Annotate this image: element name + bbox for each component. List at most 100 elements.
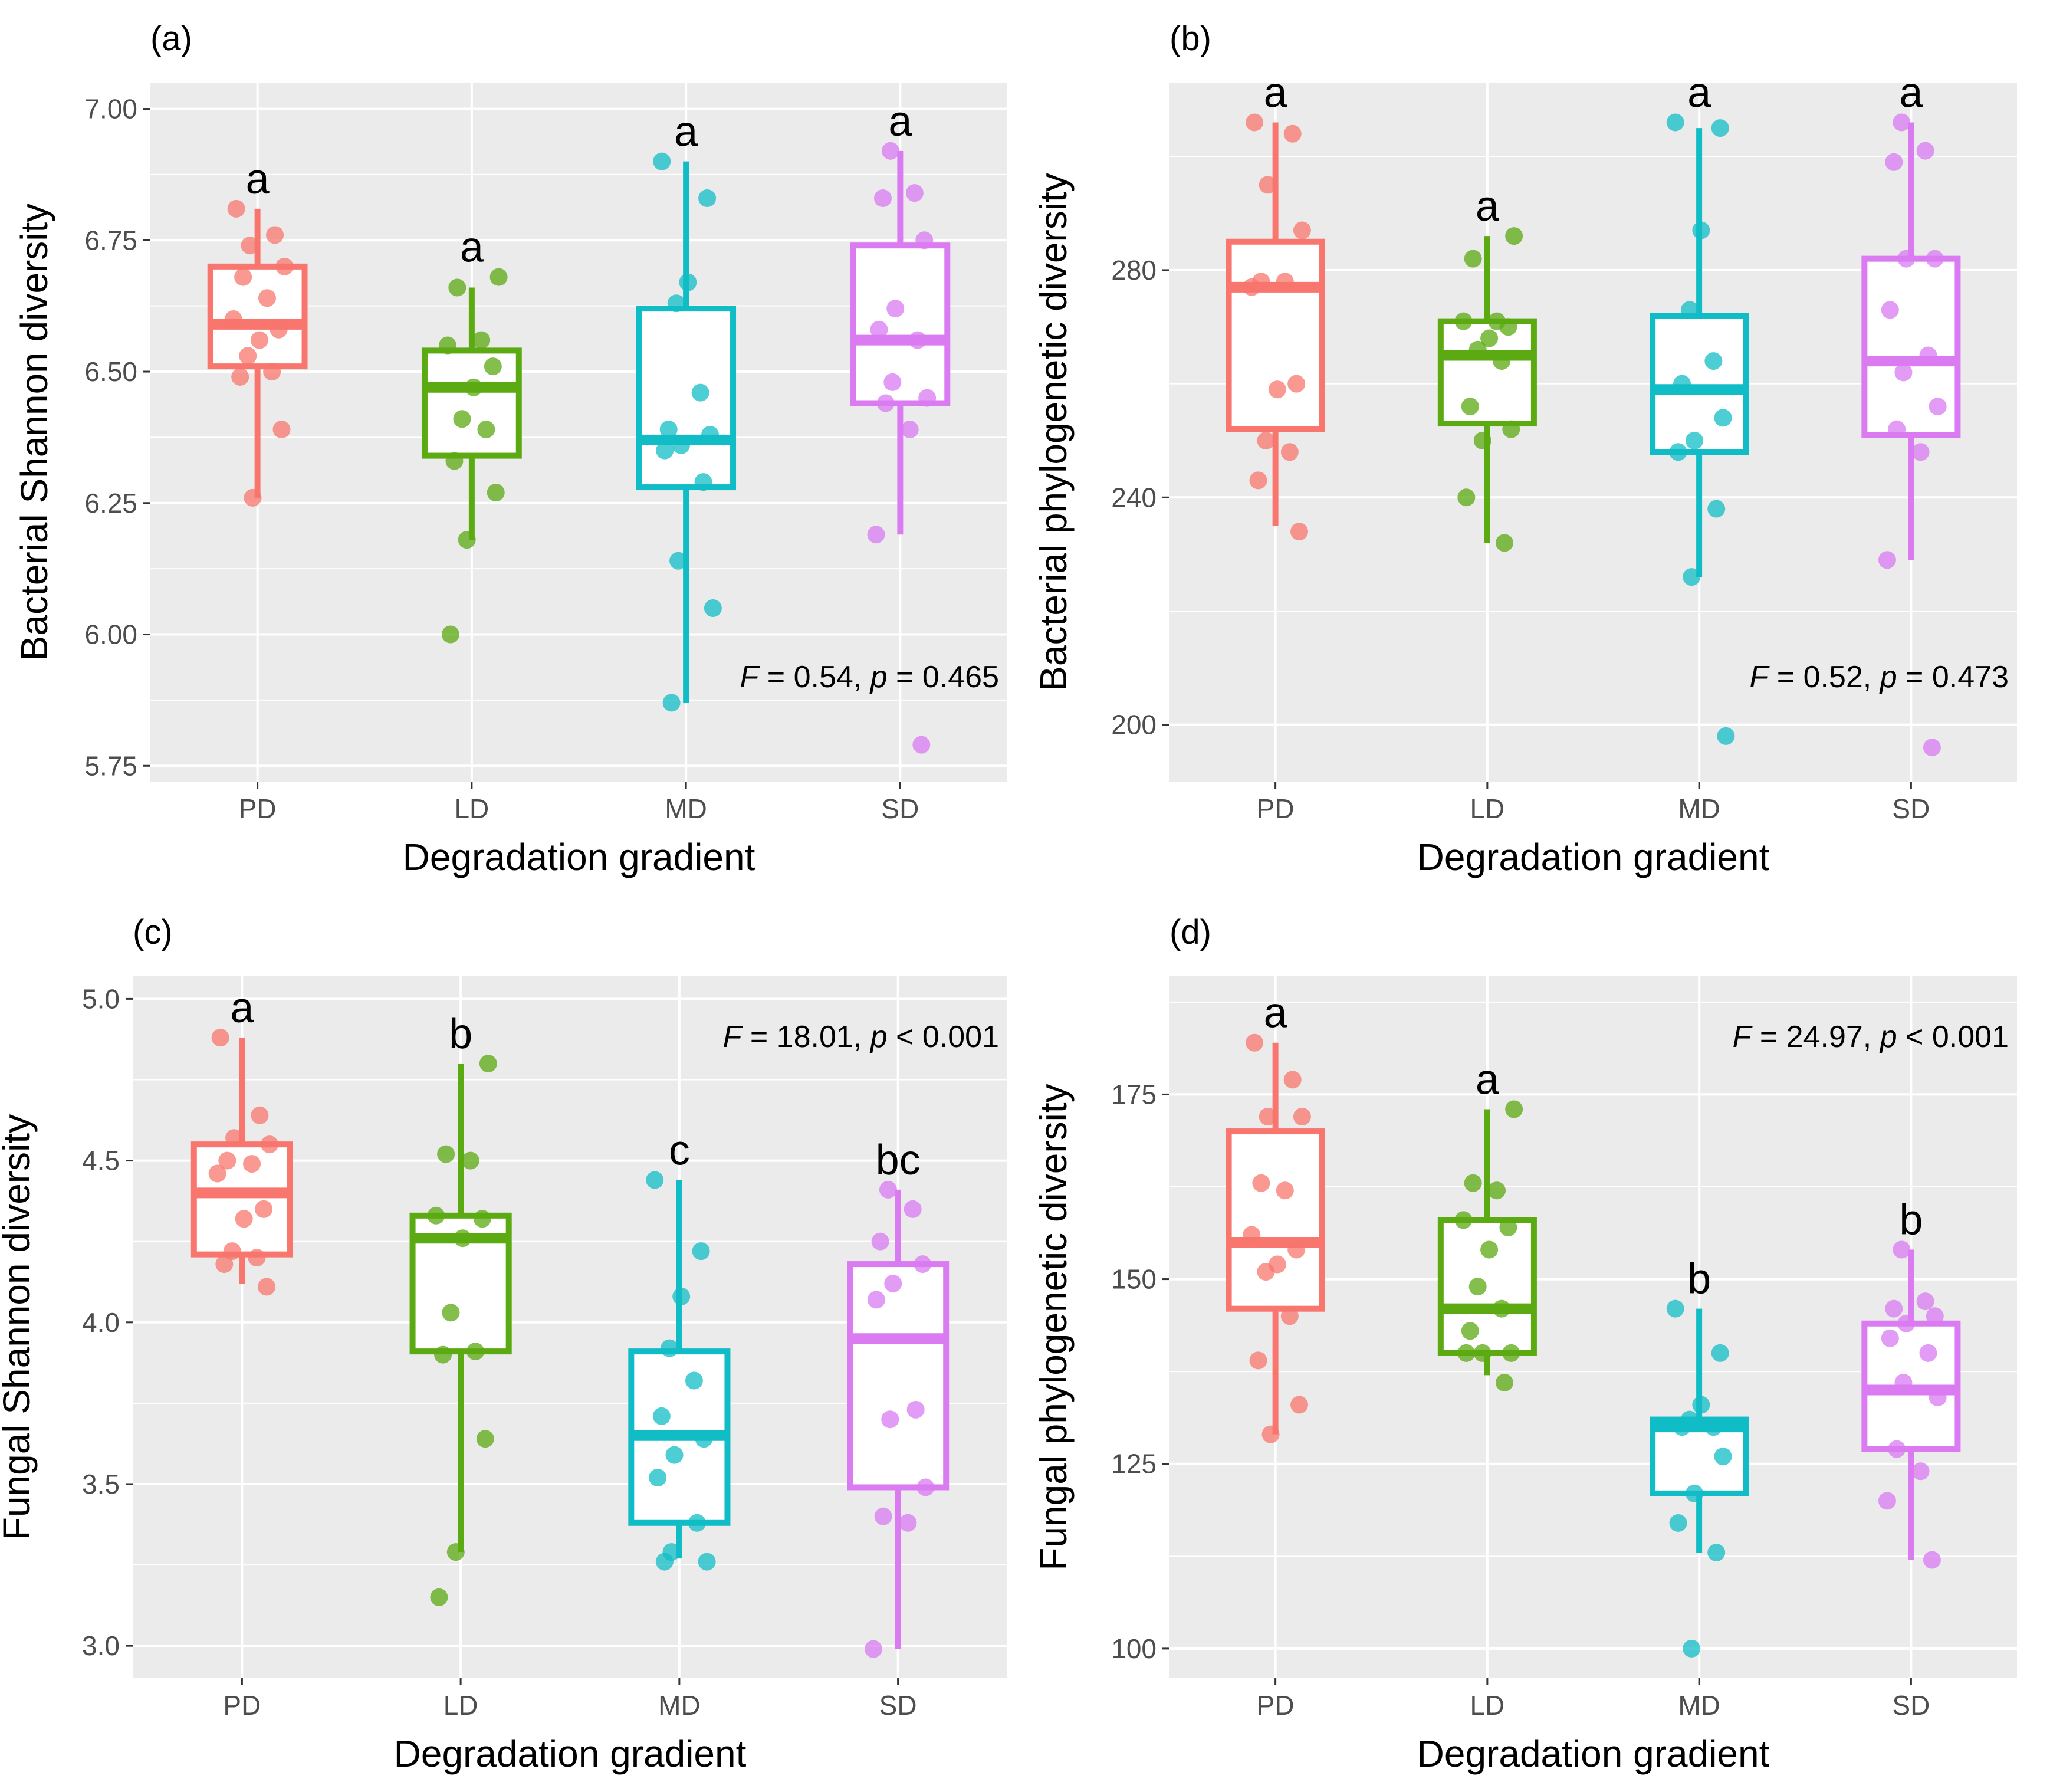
data-point	[1280, 443, 1299, 461]
data-point	[466, 1343, 485, 1361]
data-point	[691, 383, 709, 402]
data-point	[1268, 380, 1286, 399]
x-tick-label: SD	[881, 793, 919, 824]
significance-letter: a	[230, 984, 254, 1032]
box-LD: a	[421, 224, 522, 644]
data-point	[1704, 352, 1723, 370]
data-point	[655, 1553, 674, 1571]
data-point	[454, 1229, 472, 1248]
data-point	[679, 273, 697, 291]
data-point	[1704, 1418, 1723, 1436]
y-tick-label: 150	[1111, 1264, 1157, 1295]
stat-symbol: F	[740, 660, 761, 694]
box-SD: a	[1861, 69, 1961, 757]
box-LD: a	[1437, 183, 1537, 552]
stat-value: < 0.001	[1897, 1020, 2009, 1054]
data-point	[1919, 1344, 1937, 1362]
data-point	[1707, 500, 1726, 518]
data-point	[1714, 1448, 1732, 1466]
data-point	[1454, 1211, 1473, 1229]
data-point	[905, 184, 924, 202]
data-point	[662, 694, 681, 712]
data-point	[1473, 431, 1491, 449]
x-tick-label: LD	[443, 1690, 478, 1721]
data-point	[695, 1430, 713, 1448]
y-tick-label: 100	[1111, 1633, 1157, 1664]
stat-value: = 18.01,	[741, 1020, 870, 1054]
data-point	[266, 226, 284, 244]
data-point	[1473, 1344, 1491, 1362]
data-point	[1287, 375, 1306, 393]
data-point	[918, 389, 937, 407]
data-point	[1878, 1492, 1896, 1510]
stat-annotation: F = 24.97, p < 0.001	[1733, 1020, 2009, 1054]
x-tick-label: PD	[1257, 1690, 1295, 1721]
data-point	[1495, 534, 1513, 552]
data-point	[1468, 340, 1487, 359]
data-point	[1673, 1418, 1691, 1436]
significance-letter: b	[449, 1010, 472, 1058]
data-point	[250, 331, 268, 349]
data-point	[1276, 273, 1294, 291]
data-point	[442, 1304, 460, 1322]
x-tick-label: PD	[1257, 793, 1295, 824]
data-point	[915, 231, 934, 250]
data-point	[1897, 1314, 1916, 1332]
data-point	[225, 1129, 244, 1147]
data-point	[1290, 523, 1309, 541]
box-MD: c	[628, 1127, 731, 1571]
data-point	[1252, 1174, 1270, 1192]
data-point	[255, 1200, 273, 1218]
x-tick-label: LD	[1470, 1690, 1504, 1721]
y-tick-label: 125	[1111, 1449, 1157, 1479]
data-point	[244, 488, 262, 507]
data-point	[871, 1232, 889, 1251]
data-point	[1499, 318, 1517, 336]
data-point	[1283, 124, 1302, 143]
box-iqr	[847, 1261, 950, 1491]
data-point	[446, 1543, 465, 1561]
data-point	[1502, 420, 1520, 438]
data-point	[1276, 1181, 1294, 1200]
x-tick-label: LD	[1470, 793, 1504, 824]
y-axis-title: Bacterial phylogenetic diversity	[1032, 173, 1075, 691]
significance-letter: a	[1899, 69, 1923, 116]
data-point	[692, 1242, 710, 1261]
data-point	[1916, 1292, 1934, 1311]
data-point	[1454, 312, 1473, 330]
stat-symbol: F	[1750, 660, 1770, 694]
data-point	[1885, 153, 1903, 171]
data-point	[1468, 1278, 1487, 1296]
x-tick-label: MD	[1678, 793, 1720, 824]
data-point	[437, 1145, 455, 1163]
stat-symbol: F	[1733, 1020, 1753, 1054]
y-tick-label: 175	[1111, 1079, 1157, 1110]
x-axis-title: Degradation gradient	[1417, 1732, 1770, 1775]
data-point	[1505, 227, 1523, 245]
x-tick-label: MD	[658, 1690, 701, 1721]
significance-letter: bc	[876, 1137, 921, 1184]
data-point	[489, 268, 508, 286]
data-point	[1259, 176, 1277, 194]
data-point	[1894, 363, 1913, 382]
data-point	[1897, 250, 1916, 268]
data-point	[646, 1171, 664, 1189]
data-point	[1243, 1226, 1261, 1244]
data-point	[1692, 1396, 1710, 1414]
data-point	[916, 1478, 935, 1496]
data-point	[1461, 398, 1479, 416]
data-point	[484, 357, 502, 376]
significance-letter: a	[460, 224, 484, 271]
data-point	[649, 1469, 667, 1486]
data-point	[427, 1206, 445, 1225]
panel-d: 100 125 150 175 PD LD MD SD a a b b F = 24.97, p < 0…	[1032, 913, 2017, 1775]
data-point	[258, 1278, 276, 1296]
x-tick-label: SD	[1892, 793, 1930, 824]
data-point	[904, 1200, 922, 1218]
box-MD: a	[636, 109, 737, 712]
data-point	[272, 421, 291, 439]
data-point	[1502, 1344, 1520, 1362]
box-MD: a	[1650, 69, 1749, 745]
data-point	[208, 1164, 226, 1183]
data-point	[656, 441, 674, 460]
